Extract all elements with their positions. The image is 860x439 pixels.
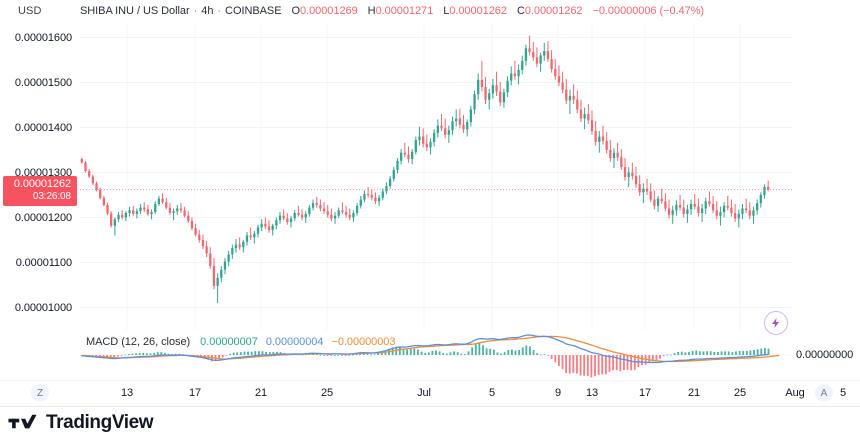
- price-tick-2: 0.00001400: [14, 121, 72, 134]
- price-tick-6: 0.00001000: [14, 301, 72, 314]
- price-tick-1: 0.00001500: [14, 76, 72, 89]
- price-tick-4: 0.00001200: [14, 211, 72, 224]
- chart-area[interactable]: USD SHIBA INU / US Dollar · 4h · COINBAS…: [0, 0, 860, 406]
- footer-bar: TradingView: [0, 406, 860, 439]
- currency-label: USD: [18, 5, 42, 17]
- macd-plot[interactable]: [80, 332, 792, 378]
- tradingview-logo-icon[interactable]: TradingView: [8, 412, 154, 434]
- macd-legend[interactable]: MACD (12, 26, close) 0.00000007 0.000000…: [86, 336, 396, 348]
- time-tick-2: 21: [254, 387, 268, 399]
- legend-low: L0.00001262: [443, 5, 507, 17]
- legend-exchange[interactable]: COINBASE: [225, 5, 282, 17]
- time-tick-9: 21: [687, 387, 701, 399]
- time-tick-6: 9: [554, 387, 562, 399]
- legend-high-value: 0.00001271: [375, 5, 434, 17]
- legend-low-key: L: [443, 5, 450, 17]
- series-legend[interactable]: SHIBA INU / US Dollar · 4h · COINBASE O0…: [80, 5, 704, 17]
- legend-high: H0.00001271: [368, 5, 434, 17]
- time-tick-3: 25: [320, 387, 334, 399]
- last-price-value: 0.00001262: [13, 177, 71, 190]
- last-price-countdown: 03:26:08: [32, 190, 71, 202]
- time-tick-1: 17: [188, 387, 202, 399]
- legend-close-key: C: [516, 5, 525, 17]
- legend-separator-2: ·: [217, 5, 222, 17]
- time-axis[interactable]: 13 17 21 25 Jul 5 9 13 17 21 25 Aug 5 Z A: [0, 380, 860, 407]
- time-tick-5: 5: [488, 387, 496, 399]
- time-tick-8: 17: [638, 387, 652, 399]
- macd-title[interactable]: MACD (12, 26, close): [86, 336, 191, 348]
- legend-close: C0.00001262: [517, 5, 583, 17]
- legend-high-key: H: [367, 5, 376, 17]
- legend-separator-1: ·: [193, 5, 198, 17]
- price-tick-0: 0.00001600: [14, 31, 72, 44]
- legend-open: O0.00001269: [292, 5, 358, 17]
- time-tick-7: 13: [585, 387, 599, 399]
- macd-value-signal: 0.00000004: [265, 336, 324, 348]
- price-scale[interactable]: 0.00001600 0.00001500 0.00001400 0.00001300…: [0, 24, 80, 330]
- macd-value-macd: 0.00000007: [200, 336, 258, 348]
- time-tick-4: Jul: [417, 387, 431, 399]
- legend-symbol[interactable]: SHIBA INU / US Dollar: [80, 5, 190, 17]
- legend-close-value: 0.00001262: [524, 5, 583, 17]
- legend-change-percent: (−0.47%): [659, 5, 705, 17]
- price-tick-5: 0.00001100: [15, 256, 72, 269]
- price-tick-3: 0.00001300: [14, 166, 72, 179]
- lightning-bolt-glyph: [772, 318, 779, 328]
- time-tick-0: 13: [120, 387, 134, 399]
- lightning-bolt-icon[interactable]: [764, 311, 788, 335]
- legend-open-value: 0.00001269: [300, 5, 358, 17]
- candlestick-svg: [80, 24, 792, 330]
- tradingview-wordmark: TradingView: [46, 412, 154, 433]
- axis-auto-scale-button[interactable]: A: [815, 384, 833, 402]
- legend-low-value: 0.00001262: [449, 5, 507, 17]
- time-tick-11: Aug: [785, 387, 805, 399]
- tradingview-logo-glyph: [8, 414, 37, 428]
- last-price-badge[interactable]: 0.00001262 03:26:08: [3, 175, 77, 206]
- legend-open-key: O: [291, 5, 301, 17]
- time-tick-10: 25: [733, 387, 747, 399]
- candlestick-plot[interactable]: [80, 24, 792, 330]
- legend-interval[interactable]: 4h: [201, 5, 214, 17]
- time-tick-12: 5: [839, 387, 847, 399]
- legend-change-absolute: −0.00000006: [592, 5, 657, 17]
- axis-zoom-out-button[interactable]: Z: [31, 384, 49, 402]
- macd-scale-label: 0.00000000: [796, 349, 854, 361]
- macd-svg: [80, 334, 792, 378]
- macd-value-histogram: −0.00000003: [331, 336, 396, 348]
